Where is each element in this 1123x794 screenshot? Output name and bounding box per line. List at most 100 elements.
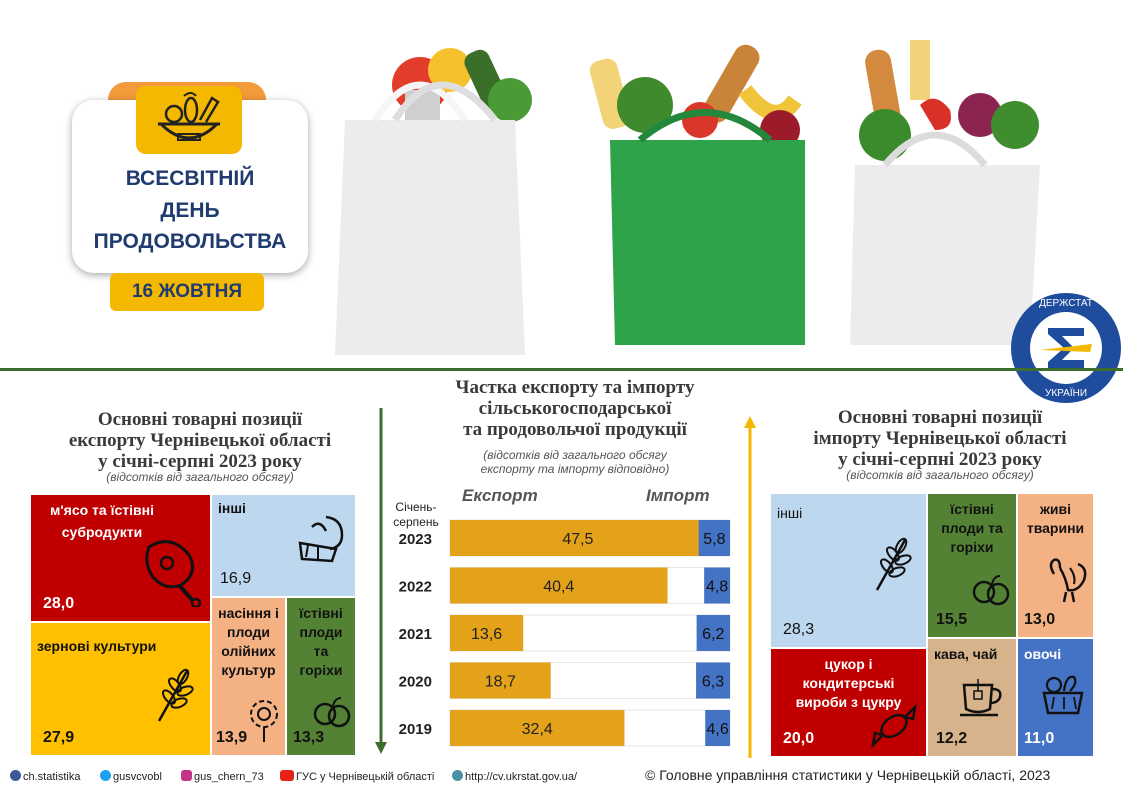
tile-value: 28,3 [783,621,815,638]
import-tile-animals: живі тварини 13,0 [1017,493,1094,638]
export-section-note: (відсотків від загального обсягу) [106,470,294,484]
title-line-3: ПРОДОВОЛЬСТВА [93,230,287,253]
import-tile-vegetables: овочі 11,0 [1017,638,1094,757]
period-label-line-1: Січень- [395,500,437,514]
tile-label: цукор і кондитерські вироби з цукру [795,656,902,710]
share-title-line-2: сільськогосподарської [478,397,672,419]
export-tile-oilseeds: насіння і плоди олійних культур 13,9 [211,597,286,756]
tile-label: живі тварини [1026,501,1085,536]
import-bar [704,567,730,604]
website-link[interactable]: http://cv.ukrstat.gov.ua/ [452,770,577,783]
import-value-label: 4,6 [706,721,728,738]
export-tile-other: інші 16,9 [211,494,356,597]
tile-value: 15,5 [936,611,968,628]
export-bar [450,710,625,746]
year-label: 2020 [399,674,432,691]
import-treemap: інші 28,3 їстівні плоди та горіхи 15,5 ж… [770,493,1094,757]
tile-label: овочі [1024,646,1062,662]
share-title-line-3: та продовольчої продукції [463,418,687,440]
tile-label: інші [218,500,246,516]
website-url: http://cv.ukrstat.gov.ua/ [465,771,578,783]
title-line-2: ДЕНЬ [160,198,220,222]
wheat-icon [157,668,194,722]
export-treemap: м'ясо та їстівні субродукти 28,0 інші 16… [30,494,356,756]
import-bar [698,520,730,556]
youtube-icon [280,770,294,781]
export-down-arrow [375,408,387,754]
tile-label: зернові культури [37,638,157,654]
tile-label: насіння і плоди олійних культур [218,605,279,678]
export-value-label: 18,7 [485,674,516,691]
tile-value: 11,0 [1024,730,1055,747]
section-divider [0,368,1123,371]
import-bar [696,662,730,699]
svg-text:ДЕРЖСТАТ: ДЕРЖСТАТ [1039,298,1093,309]
turkey-icon [1049,558,1087,603]
year-label: 2021 [399,626,432,643]
export-bar [450,615,524,651]
youtube-handle: ГУС у Чернівецькій області [296,771,435,783]
globe-icon [452,770,463,781]
import-section-title: Основні товарні позиції імпорту Чернівец… [770,407,1110,471]
import-value-label: 6,2 [702,626,724,643]
tile-label: м'ясо та їстівні субродукти [49,502,155,541]
twitter-handle: gusvcvobl [113,771,162,783]
copyright-text: © Головне управління статистики у Чернів… [645,767,1051,783]
import-tile-other: інші 28,3 [770,493,927,648]
facebook-link[interactable]: ch.statistika [10,770,80,783]
import-up-arrow [744,416,756,758]
import-value-label: 5,8 [703,531,725,548]
import-tile-coffee-tea: кава, чай 12,2 [927,638,1017,757]
white-bag-left [335,48,532,355]
instagram-icon [181,770,192,781]
svg-text:УКРАЇНИ: УКРАЇНИ [1045,387,1087,399]
title-line-1: ВСЕСВІТНІЙ [125,167,255,190]
tile-value: 12,2 [936,730,968,747]
year-label: 2019 [399,721,432,738]
wheat-icon [875,537,912,591]
tile-value: 13,9 [216,729,248,746]
youtube-link[interactable]: ГУС у Чернівецькій області [280,770,434,783]
export-bar [450,662,551,699]
share-title-line-1: Частка експорту та імпорту [455,377,695,398]
tea-cup-icon [960,679,1002,717]
tile-value: 16,9 [220,570,252,587]
export-title-line-2: експорту Чернівецької області [68,429,332,451]
candy-icon [871,703,917,749]
tile-value: 13,3 [293,729,325,746]
instagram-link[interactable]: gus_chern_73 [181,770,264,783]
twitter-icon [100,770,111,781]
vegetables-icon [298,515,344,563]
export-legend-label: Експорт [462,486,538,505]
year-label: 2022 [399,579,432,596]
ham-icon [145,540,202,607]
import-title-line-1: Основні товарні позиції [837,407,1043,428]
facebook-icon [10,770,21,781]
share-section-title: Частка експорту та імпорту сільськогоспо… [400,377,750,441]
export-value-label: 40,4 [543,579,574,596]
tile-value: 27,9 [43,729,75,746]
twitter-link[interactable]: gusvcvobl [100,770,162,783]
import-value-label: 6,3 [702,674,724,691]
instagram-handle: gus_chern_73 [194,771,264,783]
tile-label: їстівні плоди та горіхи [941,501,1003,555]
export-value-label: 32,4 [522,721,553,738]
export-title-line-3: у січні-серпні 2023 року [98,450,302,472]
year-label: 2023 [399,531,432,548]
share-note-line-1: (відсотків від загального обсягу [483,448,667,462]
footer: ch.statistika gusvcvobl gus_chern_73 ГУС… [0,764,1123,790]
export-bar [450,567,668,604]
period-label-line-2: серпень [393,515,439,529]
fruits-icon [972,575,1010,606]
period-label: Січень- серпень [388,500,444,530]
export-tile-meat: м'ясо та їстівні субродукти 28,0 [30,494,211,622]
fruits-icon [313,697,351,728]
import-bar [705,710,730,746]
export-value-label: 47,5 [562,531,593,548]
sunflower-icon [250,700,278,742]
import-tile-sugar: цукор і кондитерські вироби з цукру 20,0 [770,648,927,757]
page-title: ВСЕСВІТНІЙ ДЕНЬ ПРОДОВОЛЬСТВА [80,163,300,258]
date-badge: 16 ЖОВТНЯ [110,273,264,311]
derzhstat-logo: ДЕРЖСТАТ УКРАЇНИ [1011,293,1121,403]
facebook-handle: ch.statistika [23,771,81,783]
